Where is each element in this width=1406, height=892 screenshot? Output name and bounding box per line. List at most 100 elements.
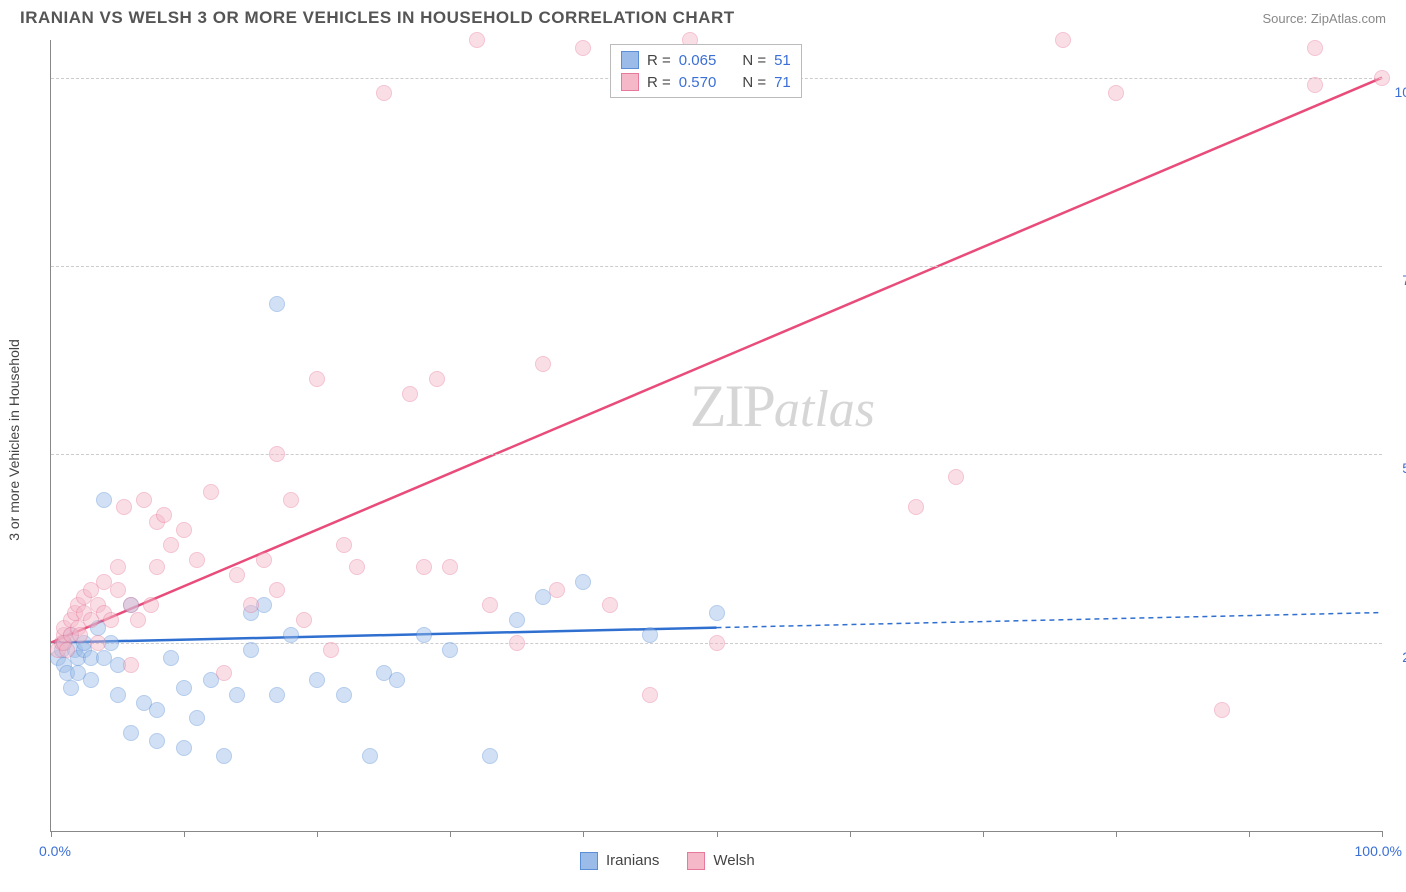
x-tick <box>850 831 851 837</box>
scatter-point <box>136 492 152 508</box>
legend-r-label: R = <box>647 74 671 91</box>
legend-stats: R = 0.065 N = 51 R = 0.570 N = 71 <box>610 44 802 98</box>
scatter-point <box>709 605 725 621</box>
x-tick <box>51 831 52 837</box>
scatter-point <box>149 559 165 575</box>
scatter-point <box>59 642 75 658</box>
scatter-point <box>96 492 112 508</box>
scatter-point <box>149 702 165 718</box>
x-tick <box>1116 831 1117 837</box>
scatter-point <box>482 597 498 613</box>
scatter-point <box>1055 32 1071 48</box>
scatter-point <box>336 687 352 703</box>
scatter-point <box>709 635 725 651</box>
scatter-point <box>296 612 312 628</box>
scatter-point <box>83 672 99 688</box>
scatter-point <box>189 552 205 568</box>
chart-container: ZIPatlas 25.0%50.0%75.0%100.0%0.0%100.0%… <box>50 40 1382 832</box>
scatter-point <box>309 371 325 387</box>
scatter-point <box>535 356 551 372</box>
scatter-point <box>203 484 219 500</box>
scatter-point <box>349 559 365 575</box>
legend-n-label: N = <box>742 52 766 69</box>
scatter-point <box>442 559 458 575</box>
scatter-point <box>269 582 285 598</box>
y-tick-label: 25.0% <box>1402 649 1406 665</box>
gridline <box>51 266 1382 267</box>
legend-swatch <box>687 852 705 870</box>
scatter-point <box>229 567 245 583</box>
scatter-point <box>323 642 339 658</box>
chart-header: IRANIAN VS WELSH 3 OR MORE VEHICLES IN H… <box>0 0 1406 32</box>
legend-label: Welsh <box>713 852 754 869</box>
x-tick-label-start: 0.0% <box>39 843 71 859</box>
legend-r-value: 0.065 <box>679 52 717 69</box>
scatter-point <box>130 612 146 628</box>
legend-item: Iranians <box>580 852 659 870</box>
scatter-point <box>336 537 352 553</box>
scatter-point <box>256 552 272 568</box>
scatter-point <box>216 665 232 681</box>
trend-line <box>51 78 1382 643</box>
scatter-point <box>116 499 132 515</box>
scatter-point <box>509 635 525 651</box>
scatter-point <box>110 582 126 598</box>
scatter-point <box>176 740 192 756</box>
scatter-point <box>1307 40 1323 56</box>
trend-lines-layer <box>51 40 1382 831</box>
scatter-point <box>309 672 325 688</box>
chart-title: IRANIAN VS WELSH 3 OR MORE VEHICLES IN H… <box>20 8 735 28</box>
scatter-point <box>229 687 245 703</box>
x-tick <box>1382 831 1383 837</box>
y-tick-label: 100.0% <box>1395 84 1406 100</box>
legend-n-label: N = <box>742 74 766 91</box>
scatter-point <box>602 597 618 613</box>
scatter-point <box>63 680 79 696</box>
scatter-point <box>389 672 405 688</box>
scatter-point <box>908 499 924 515</box>
scatter-point <box>429 371 445 387</box>
gridline <box>51 454 1382 455</box>
scatter-point <box>123 657 139 673</box>
legend-r-value: 0.570 <box>679 74 717 91</box>
scatter-point <box>1108 85 1124 101</box>
scatter-point <box>283 492 299 508</box>
scatter-point <box>1374 70 1390 86</box>
scatter-point <box>575 40 591 56</box>
x-tick <box>1249 831 1250 837</box>
scatter-point <box>642 627 658 643</box>
scatter-point <box>402 386 418 402</box>
legend-n-value: 51 <box>774 52 791 69</box>
scatter-point <box>243 597 259 613</box>
legend-stats-row: R = 0.570 N = 71 <box>621 71 791 93</box>
legend-n-value: 71 <box>774 74 791 91</box>
y-tick-label: 50.0% <box>1402 460 1406 476</box>
source-attribution: Source: ZipAtlas.com <box>1262 11 1386 26</box>
scatter-point <box>509 612 525 628</box>
legend-label: Iranians <box>606 852 659 869</box>
x-tick <box>184 831 185 837</box>
scatter-point <box>90 635 106 651</box>
scatter-point <box>482 748 498 764</box>
scatter-point <box>642 687 658 703</box>
scatter-point <box>575 574 591 590</box>
scatter-point <box>110 559 126 575</box>
x-tick <box>983 831 984 837</box>
scatter-point <box>216 748 232 764</box>
scatter-point <box>416 559 432 575</box>
x-tick <box>450 831 451 837</box>
legend-swatch <box>580 852 598 870</box>
trend-line-projected <box>717 613 1383 628</box>
scatter-point <box>269 446 285 462</box>
scatter-point <box>163 650 179 666</box>
scatter-point <box>269 687 285 703</box>
legend-bottom: Iranians Welsh <box>580 852 755 870</box>
scatter-point <box>176 680 192 696</box>
y-axis-label: 3 or more Vehicles in Household <box>6 339 22 541</box>
x-tick <box>583 831 584 837</box>
scatter-point <box>1307 77 1323 93</box>
scatter-point <box>149 733 165 749</box>
scatter-point <box>163 537 179 553</box>
scatter-point <box>549 582 565 598</box>
legend-item: Welsh <box>687 852 754 870</box>
